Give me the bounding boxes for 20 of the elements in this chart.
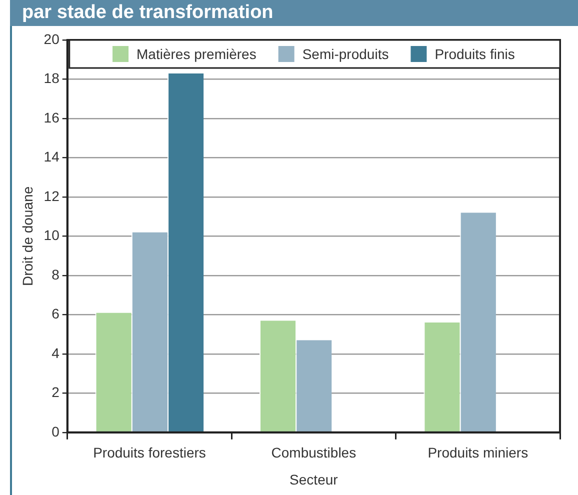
y-tick-label: 0: [52, 423, 60, 440]
y-tick-label: 18: [44, 70, 60, 86]
x-tick-label: Combustibles: [271, 444, 356, 461]
legend-label: Semi-produits: [302, 46, 389, 62]
y-tick-label: 2: [52, 384, 60, 400]
y-tick-label: 10: [44, 227, 60, 244]
y-tick-label: 6: [52, 306, 60, 322]
y-tick-label: 4: [52, 344, 60, 361]
y-axis-title: Droit de douane: [19, 186, 36, 286]
y-tick-label: 8: [52, 266, 60, 282]
y-tick-label: 12: [44, 188, 60, 204]
x-axis-title: Secteur: [290, 471, 338, 488]
y-tick-label: 16: [44, 109, 60, 126]
legend-label: Matières premières: [136, 46, 256, 62]
x-tick-label: Produits forestiers: [93, 444, 206, 461]
legend-label: Produits finis: [434, 46, 515, 62]
x-tick-label: Produits miniers: [428, 444, 528, 461]
y-tick-label: 14: [44, 148, 60, 165]
chart-title: par stade de transformation: [10, 0, 578, 26]
y-tick-label: 20: [44, 30, 60, 47]
